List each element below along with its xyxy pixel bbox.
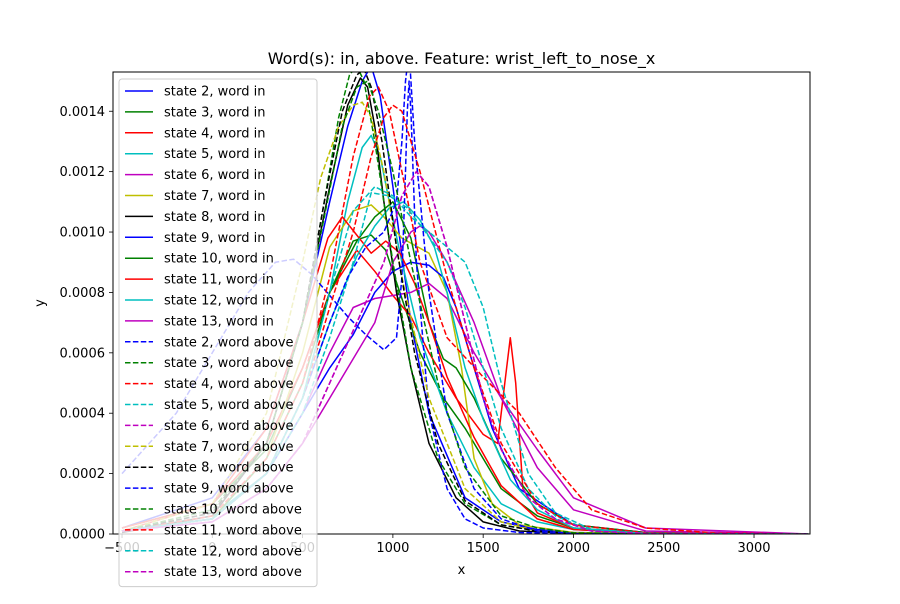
plot-frame — [112, 71, 811, 535]
legend-label: state 6, word above — [164, 419, 294, 434]
legend-label: state 10, word in — [164, 252, 274, 267]
legend-label: state 9, word in — [164, 231, 266, 246]
y-tick-label: 0.0012 — [60, 165, 106, 180]
y-tick-label: 0.0004 — [60, 407, 106, 422]
legend-label: state 12, word in — [164, 294, 274, 309]
legend-label: state 5, word in — [164, 147, 266, 162]
legend-label: state 6, word in — [164, 168, 266, 183]
legend-label: state 13, word above — [164, 565, 302, 580]
y-tick-label: 0.0014 — [60, 105, 106, 120]
legend-label: state 11, word above — [164, 523, 302, 538]
y-tick-label: 0.0000 — [60, 528, 106, 543]
legend-label: state 3, word in — [164, 105, 266, 120]
series-line-23 — [121, 170, 809, 534]
legend-label: state 7, word above — [164, 440, 294, 455]
y-tick-label: 0.0006 — [60, 346, 106, 361]
legend-label: state 3, word above — [164, 356, 294, 371]
y-tick-label: 0.0010 — [60, 226, 106, 241]
legend-label: state 2, word in — [164, 85, 266, 100]
y-tick-label: 0.0002 — [60, 467, 106, 482]
legend-label: state 8, word in — [164, 210, 266, 225]
legend-label: state 10, word above — [164, 503, 302, 518]
y-tick-label: 0.0008 — [60, 286, 106, 301]
x-tick-label: 2500 — [647, 541, 680, 556]
legend-label: state 8, word above — [164, 461, 294, 476]
legend-label: state 5, word above — [164, 398, 294, 413]
chart-title: Word(s): in, above. Feature: wrist_left_… — [268, 49, 656, 69]
legend: state 2, word in state 3, word in state 4,… — [118, 78, 318, 588]
x-tick-label: 3000 — [737, 541, 770, 556]
x-tick-label: 1500 — [467, 541, 500, 556]
legend-box — [118, 78, 318, 588]
x-tick-label: 1000 — [376, 541, 409, 556]
x-axis-label: x — [458, 563, 466, 578]
legend-label: state 4, word above — [164, 377, 294, 392]
legend-label: state 13, word in — [164, 314, 274, 329]
y-axis-ticks: 0.0000 0.0002 0.0004 0.0006 0.0008 0.0010 0.00… — [60, 105, 113, 543]
legend-label: state 9, word above — [164, 482, 294, 497]
legend-label: state 11, word in — [164, 273, 274, 288]
x-tick-label: 2000 — [557, 541, 590, 556]
legend-label: state 12, word above — [164, 544, 302, 559]
legend-label: state 4, word in — [164, 126, 266, 141]
legend-label: state 2, word above — [164, 335, 294, 350]
legend-label: state 7, word in — [164, 189, 266, 204]
series-line-20 — [121, 80, 809, 534]
y-axis-label: y — [33, 299, 48, 307]
